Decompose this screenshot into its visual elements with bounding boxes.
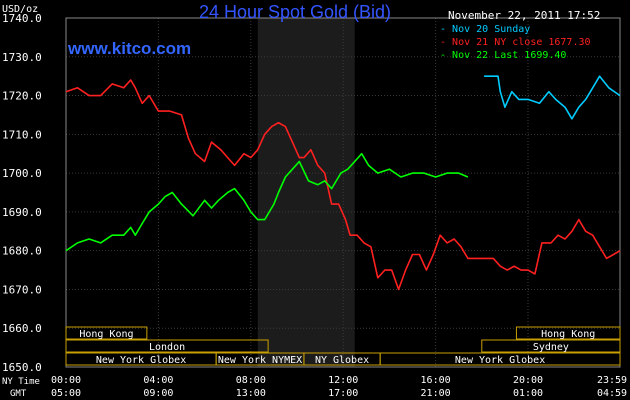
timestamp: November 22, 2011 17:52 (448, 9, 600, 22)
plot-frame (65, 17, 621, 368)
y-tick-label: 1670.0 (2, 283, 42, 296)
x-tick-label-ny: 08:00 (236, 375, 266, 386)
x-row-label-gmt: GMT (10, 389, 27, 399)
session-label: Sydney (533, 342, 569, 353)
x-tick-label-ny: 04:00 (143, 375, 173, 386)
x-tick-label-gmt: 05:00 (51, 388, 81, 399)
x-tick-label-gmt: 21:00 (421, 388, 451, 399)
y-tick-label: 1700.0 (2, 167, 42, 180)
y-tick-label: 1730.0 (2, 51, 42, 64)
x-tick-label-gmt: 13:00 (236, 388, 266, 399)
session-box (379, 352, 621, 366)
x-row-label-ny: NY Time (2, 377, 40, 387)
legend-entry-nov20: - Nov 20 Sunday (440, 24, 530, 35)
session-label: New York Globex (96, 355, 186, 366)
x-tick-label-ny: 00:00 (51, 375, 81, 386)
session-label: NY Globex (315, 355, 369, 366)
session-box (481, 339, 621, 353)
series-line-2 (65, 152, 469, 252)
legend-entry-nov22: - Nov 22 Last 1699.40 (440, 50, 566, 61)
session-label: London (149, 342, 185, 353)
session-label: New York NYMEX (218, 355, 302, 366)
y-tick-label: 1650.0 (2, 361, 42, 374)
session-label: Hong Kong (79, 329, 133, 340)
x-tick-label-ny: 23:59 (597, 375, 627, 386)
chart-title: 24 Hour Spot Gold (Bid) (199, 2, 391, 22)
watermark: www.kitco.com (67, 39, 191, 58)
session-label: Hong Kong (541, 329, 595, 340)
y-tick-label: 1690.0 (2, 206, 42, 219)
x-tick-label-ny: 12:00 (328, 375, 358, 386)
legend-entry-nov21: - Nov 21 NY close 1677.30 (440, 37, 591, 48)
y-tick-label: 1740.0 (2, 12, 42, 25)
x-tick-label-ny: 20:00 (513, 375, 543, 386)
session-box (515, 326, 621, 340)
x-tick-label-ny: 16:00 (421, 375, 451, 386)
x-tick-label-gmt: 17:00 (328, 388, 358, 399)
x-tick-label-gmt: 01:00 (513, 388, 543, 399)
y-tick-label: 1680.0 (2, 245, 42, 258)
x-tick-label-gmt: 09:00 (143, 388, 173, 399)
session-box (65, 339, 269, 353)
legend: - Nov 20 Sunday - Nov 21 NY close 1677.3… (440, 24, 591, 61)
y-tick-label: 1710.0 (2, 128, 42, 141)
series-line-1 (65, 79, 621, 291)
y-tick-label: 1720.0 (2, 90, 42, 103)
y-unit-label: USD/oz (2, 4, 38, 15)
session-box (65, 326, 148, 340)
y-tick-label: 1660.0 (2, 322, 42, 335)
nymex-session-shading (257, 18, 355, 367)
session-label: New York Globex (455, 355, 545, 366)
x-tick-label-gmt: 04:59 (597, 388, 627, 399)
series-line-0 (484, 75, 621, 120)
